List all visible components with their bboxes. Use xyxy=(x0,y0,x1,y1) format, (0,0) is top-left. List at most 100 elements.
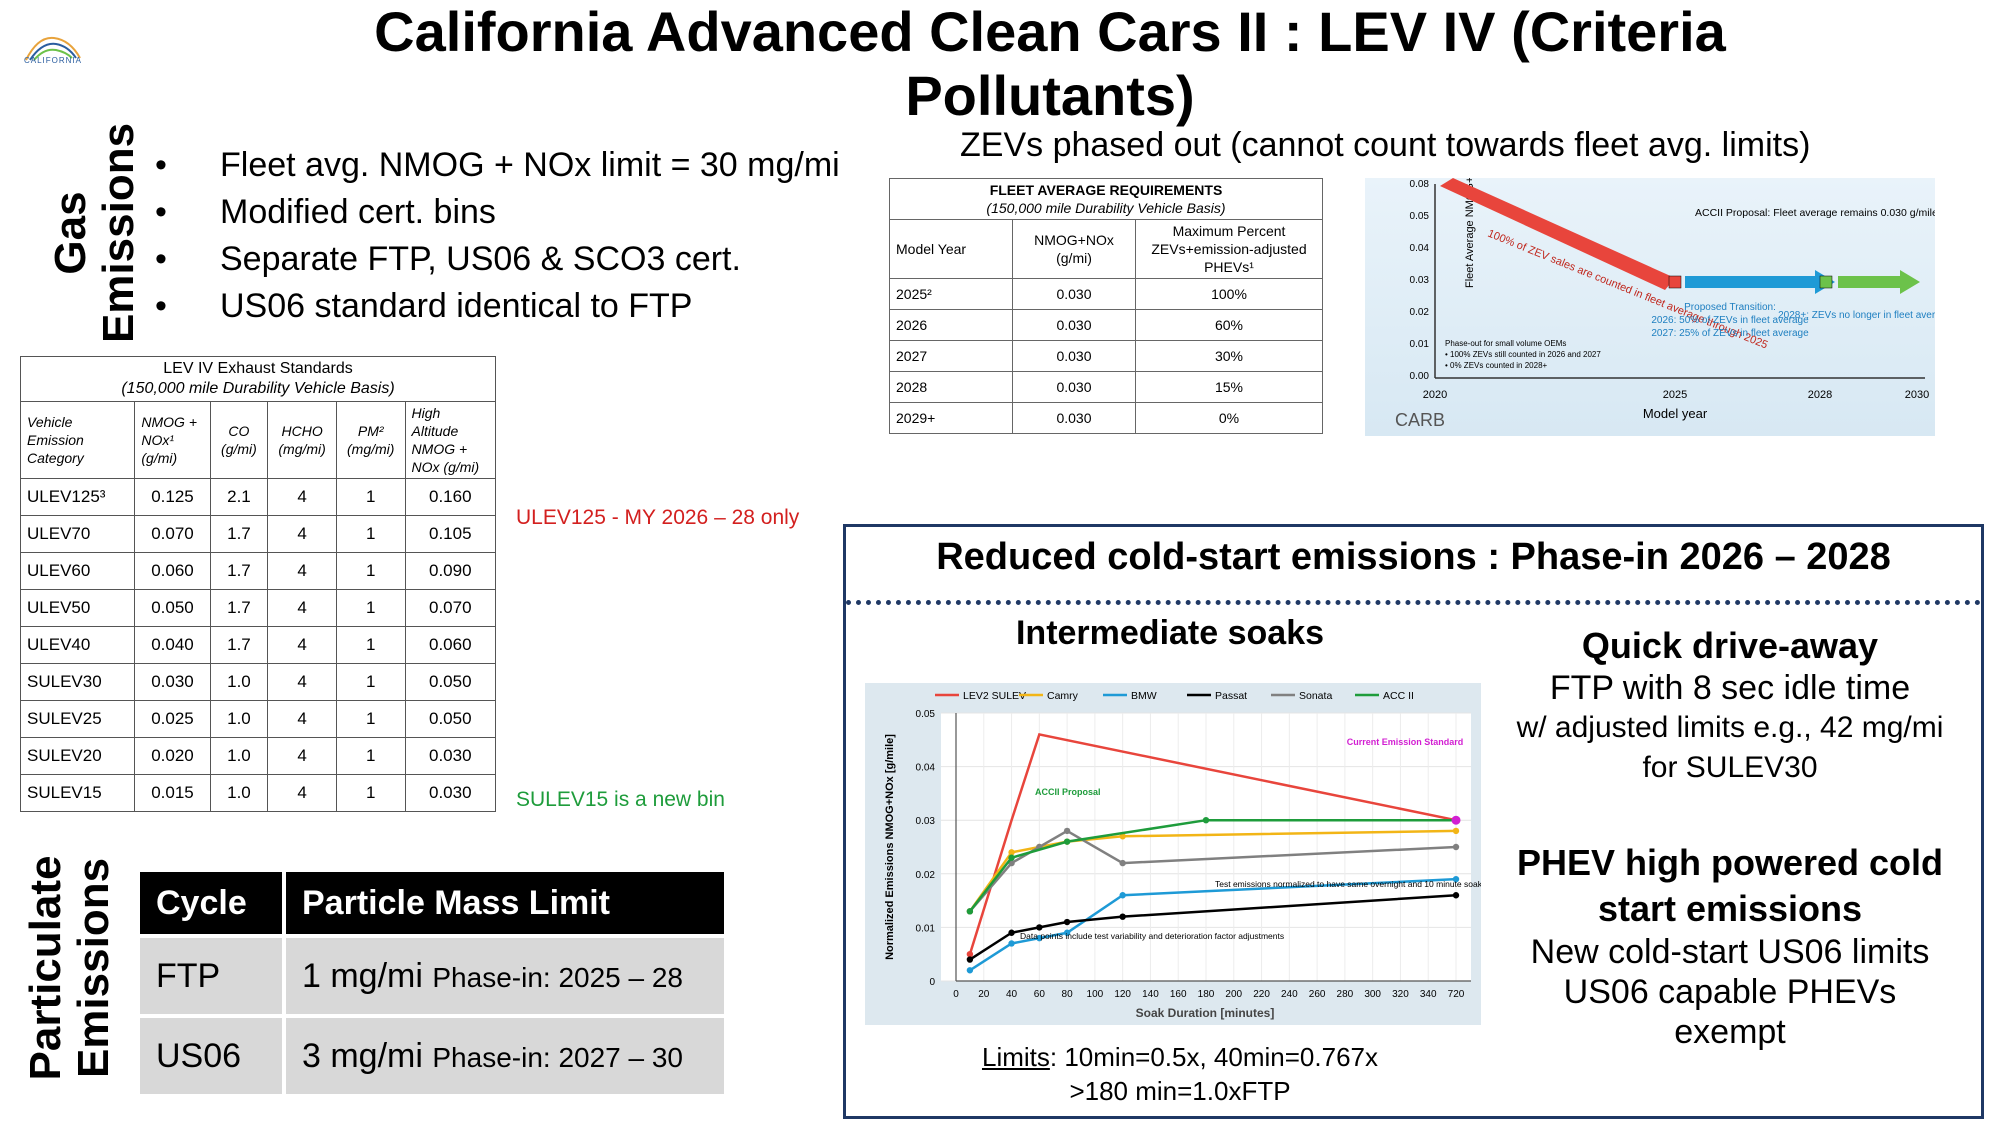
annot-normalized: Test emissions normalized to have same o… xyxy=(1215,879,1481,889)
soak-ytick: 0.02 xyxy=(916,870,936,881)
table-cell: 1.7 xyxy=(209,589,269,627)
current-standard-marker xyxy=(1451,815,1461,825)
table-cell: 0.040 xyxy=(134,626,211,664)
column-header: Vehicle Emission Category xyxy=(19,401,136,479)
table-cell: SULEV20 xyxy=(19,737,136,775)
table-cell: 100% xyxy=(1135,278,1323,310)
table-cell: 0.060 xyxy=(134,552,211,590)
table-cell: 0.030 xyxy=(134,663,211,701)
table-cell: 1 xyxy=(335,737,406,775)
series-line-2 xyxy=(969,877,1457,972)
table-row: 2029+ 0.030 0% xyxy=(889,402,1323,434)
table-cell: 0.090 xyxy=(404,552,497,590)
carb-xtick: 2030 xyxy=(1905,389,1929,401)
table-cell: 1 xyxy=(335,478,406,516)
table-cell: ULEV70 xyxy=(19,515,136,553)
column-header: Particle Mass Limit xyxy=(284,872,728,936)
zev-title: ZEVs phased out (cannot count towards fl… xyxy=(960,126,1811,164)
soak-xtick: 140 xyxy=(1142,989,1159,1000)
legend-entry: LEV2 SULEV xyxy=(963,690,1026,702)
limits-text: Limits: 10min=0.5x, 40min=0.767x >180 mi… xyxy=(981,1042,1378,1106)
soak-xtick: 260 xyxy=(1309,989,1326,1000)
cold-start-title: Reduced cold-start emissions : Phase-in … xyxy=(936,536,1891,578)
column-header: CO (g/mi) xyxy=(209,401,269,479)
soak-xtick: 40 xyxy=(1006,989,1018,1000)
carb-annot-small: • 100% ZEVs still counted in 2026 and 20… xyxy=(1445,350,1601,359)
box-divider xyxy=(846,600,1981,605)
table-cell: 60% xyxy=(1135,309,1323,341)
soak-xtick: 0 xyxy=(953,989,959,1000)
soak-xtick: 180 xyxy=(1198,989,1215,1000)
table-cell: 1 xyxy=(335,663,406,701)
table-cell: 1.0 xyxy=(209,774,269,812)
table-cell: 4 xyxy=(267,589,337,627)
carb-xtick: 2020 xyxy=(1423,389,1447,401)
table-cell: 4 xyxy=(267,700,337,738)
table-caption: FLEET AVERAGE REQUIREMENTS (150,000 mile … xyxy=(889,178,1323,220)
table-cell: 0.105 xyxy=(404,515,497,553)
2025-marker xyxy=(1668,275,1682,289)
series-line-1 xyxy=(968,829,1457,913)
table-cell: 1 xyxy=(335,626,406,664)
table-cell: 0% xyxy=(1135,402,1323,434)
table-cell: 4 xyxy=(267,774,337,812)
series-point xyxy=(1036,924,1043,931)
carb-brand: CARB xyxy=(1395,410,1445,430)
series-point xyxy=(1008,854,1015,861)
table-cell: 4 xyxy=(267,478,337,516)
table-cell: ULEV125³ xyxy=(19,478,136,516)
bullet-item: US06 standard identical to FTP xyxy=(150,283,890,330)
table-cell: ULEV50 xyxy=(19,589,136,627)
soak-xtick: 320 xyxy=(1392,989,1409,1000)
table-cell: 4 xyxy=(267,737,337,775)
carb-annot-t3: 2027: 25% of ZEVs in fleet average xyxy=(1651,328,1809,339)
table-cell: ULEV40 xyxy=(19,626,136,664)
series-point xyxy=(1452,843,1460,851)
soak-title: Intermediate soaks xyxy=(1015,614,1325,652)
series-point xyxy=(1008,849,1015,856)
soak-ytick: 0.05 xyxy=(916,709,936,720)
table-row: SULEV25 0.025 1.0 4 1 0.050 xyxy=(19,700,497,738)
series-point xyxy=(1063,929,1071,936)
table-cell: 0.050 xyxy=(404,700,497,738)
table-row: ULEV70 0.070 1.7 4 1 0.105 xyxy=(19,515,497,553)
table-cell: 0.160 xyxy=(404,478,497,516)
column-header: NMOG + NOx¹ (g/mi) xyxy=(134,401,211,479)
table-cell: 0.050 xyxy=(404,663,497,701)
table-cell: 1 xyxy=(335,700,406,738)
soak-xtick: 280 xyxy=(1337,989,1354,1000)
series-point xyxy=(1008,929,1015,936)
ulev125-note: ULEV125 - MY 2026 – 28 only xyxy=(516,506,800,529)
carb-ytick: 0.04 xyxy=(1410,243,1430,254)
series-point xyxy=(1119,859,1126,867)
legend-entry: BMW xyxy=(1131,690,1157,702)
column-header: HCHO (mg/mi) xyxy=(267,401,337,479)
table-row: ULEV125³ 0.125 2.1 4 1 0.160 xyxy=(19,478,497,516)
table-cell: 0.020 xyxy=(134,737,211,775)
logo-text: CALIFORNIA xyxy=(23,56,82,65)
carb-ytick: 0.05 xyxy=(1410,211,1430,222)
series-line-3 xyxy=(969,893,1457,961)
carb-annot-small: Phase-out for small volume OEMs xyxy=(1445,339,1566,348)
table-cell: 1.7 xyxy=(209,552,269,590)
table-cell: 2027 xyxy=(889,340,1013,372)
table-row: FTP 1 mg/mi Phase-in: 2025 – 28 xyxy=(140,934,728,1016)
table-cell: 1 xyxy=(335,515,406,553)
table-row: US06 3 mg/mi Phase-in: 2027 – 30 xyxy=(140,1014,728,1094)
annot-variability: Data points include test variability and… xyxy=(1020,931,1284,941)
table-cell: 1 xyxy=(335,774,406,812)
table-cell: SULEV25 xyxy=(19,700,136,738)
table-row: ULEV60 0.060 1.7 4 1 0.090 xyxy=(19,552,497,590)
table-caption: LEV IV Exhaust Standards (150,000 mile Du… xyxy=(20,356,496,402)
series-point xyxy=(1063,918,1071,926)
series-point xyxy=(966,908,974,915)
carb-chart-svg: Fleet Average NMOG+NOx [g/mile] 0.08 0.0… xyxy=(1395,116,2000,430)
bullet-item: Modified cert. bins xyxy=(150,189,890,236)
table-cell: 0.050 xyxy=(134,589,211,627)
table-cell: 4 xyxy=(267,515,337,553)
series-point xyxy=(1063,827,1071,835)
legend-entry: Passat xyxy=(1215,690,1247,702)
page-title: California Advanced Clean Cars II : LEV … xyxy=(374,0,1726,127)
table-row: SULEV20 0.020 1.0 4 1 0.030 xyxy=(19,737,497,775)
phev-cold-start: PHEV high powered cold start emissions N… xyxy=(1516,842,1944,1051)
